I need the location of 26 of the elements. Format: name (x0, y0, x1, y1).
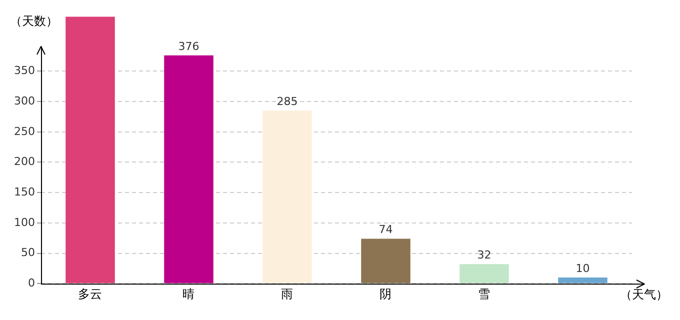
y-tick-label: 300 (14, 94, 35, 108)
y-tick-label: 200 (14, 155, 35, 168)
x-tick-label: 晴 (182, 286, 195, 301)
bar (66, 16, 115, 284)
y-tick-label: 250 (14, 124, 35, 138)
data-label: 285 (276, 95, 298, 108)
bar (164, 55, 214, 284)
y-tick-label: 100 (14, 216, 35, 229)
bar (262, 110, 312, 284)
bar (558, 278, 608, 284)
y-axis-title: （天数） (10, 14, 58, 28)
y-tick-label: 0 (28, 276, 35, 290)
data-label: 376 (178, 40, 200, 53)
y-tick-label: 150 (14, 185, 35, 198)
x-axis-title: （天气） (620, 288, 668, 302)
x-tick-label: 雪 (478, 286, 490, 301)
data-label: 32 (477, 248, 492, 262)
y-tick-label: 50 (20, 246, 35, 260)
x-tick-label: 阴 (380, 286, 392, 301)
x-tick-label: 雨 (281, 286, 294, 301)
bar (460, 264, 509, 284)
data-label: 74 (378, 223, 393, 236)
y-tick-label: 350 (14, 64, 35, 78)
x-tick-label: 多云 (78, 286, 102, 301)
data-label: 10 (576, 262, 590, 275)
bar (361, 238, 410, 284)
